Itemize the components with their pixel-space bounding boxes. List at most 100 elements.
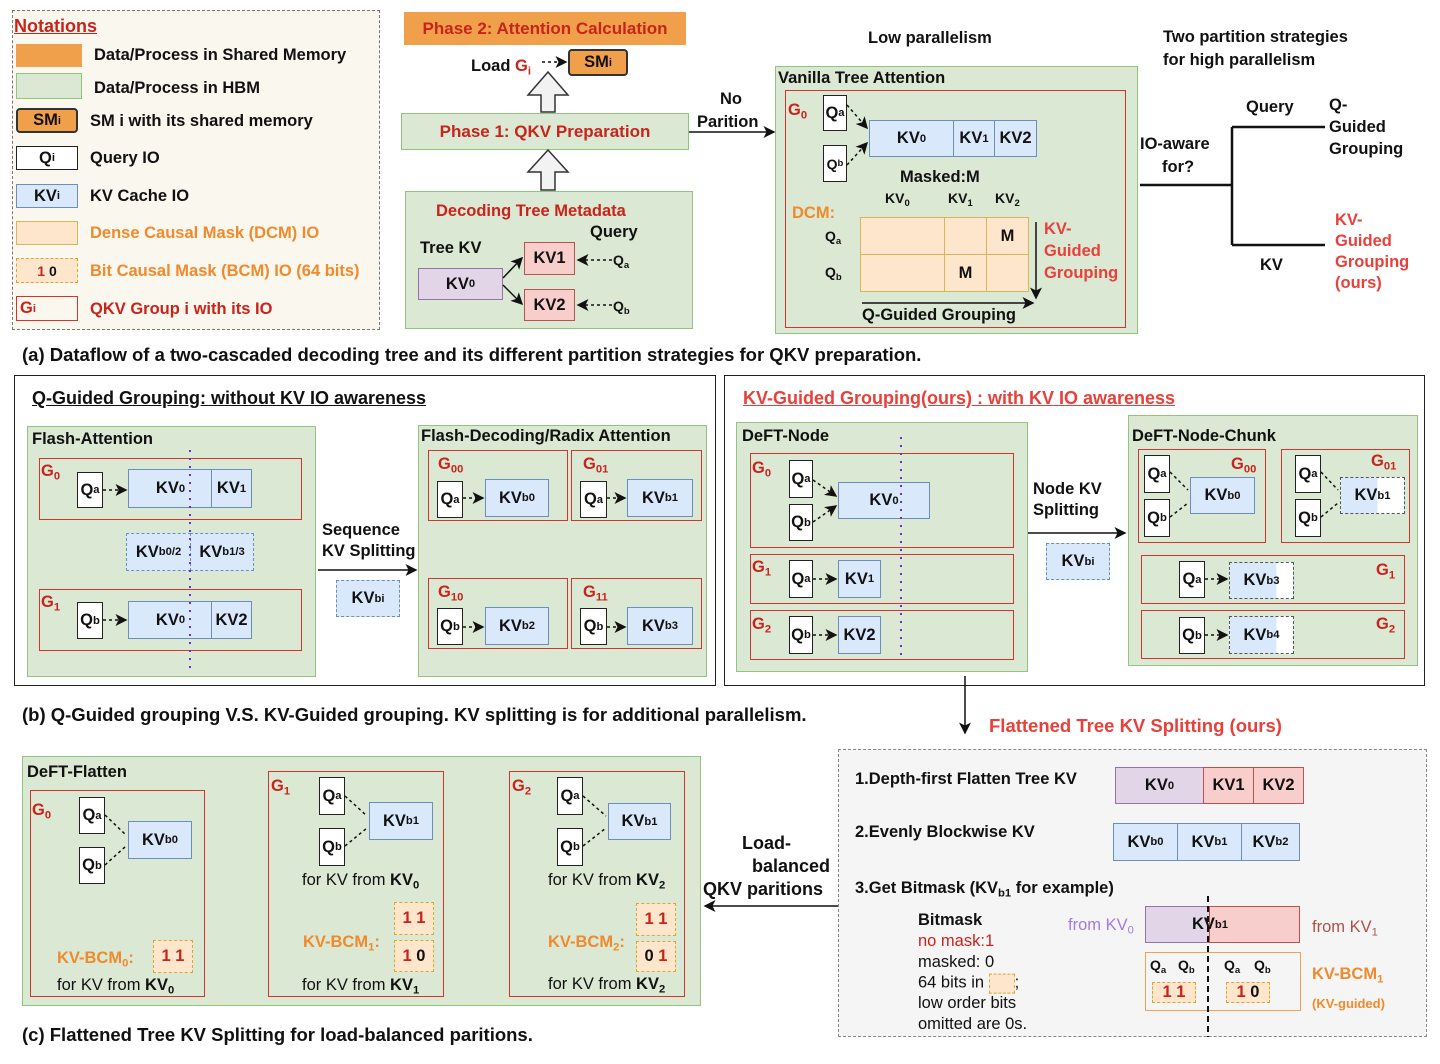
dcm-label: DCM:	[792, 204, 836, 222]
kv0-box: KV 0	[128, 601, 213, 639]
group-g1	[750, 554, 1014, 604]
flash-decoding-title: Flash-Decoding/Radix Attention	[421, 427, 671, 445]
load-label: Load Gi	[471, 56, 531, 77]
kv0-node: KV 0	[418, 268, 503, 300]
legend-dcm: Dense Causal Mask (DCM) IO	[90, 224, 320, 242]
legend-bcm: Bit Causal Mask (BCM) IO (64 bits)	[90, 262, 360, 280]
shared-memory-swatch	[16, 44, 82, 67]
kv1-box: KV 1	[953, 120, 995, 157]
kvb0-box: KV b0	[485, 479, 549, 517]
kv-guided-strategy: KV-	[1335, 211, 1363, 229]
splitting-label: Splitting	[1033, 501, 1099, 519]
bcm-bits: 0 1	[636, 941, 676, 972]
kvb1-box: KV b1	[627, 479, 693, 517]
kvb1-box: KV b1	[608, 803, 671, 840]
bcm-bits: 1 0	[1226, 982, 1270, 1003]
step3-label: 3.Get Bitmask (KVb1 for example)	[855, 879, 1114, 900]
kvb4-partial-box: KV b4	[1229, 616, 1294, 654]
kv1-flat: KV1	[1203, 767, 1254, 804]
kv2-flat: KV2	[1253, 767, 1304, 804]
group-g2	[1141, 610, 1405, 659]
kvb2-box: KV b2	[485, 607, 549, 645]
source-kv: KV2	[636, 975, 666, 996]
kvb0-box: KV b0	[1190, 477, 1255, 514]
kv-block-legend: KV bi	[336, 580, 400, 617]
kv-guided-strategy: Grouping	[1335, 253, 1410, 271]
for-kv-from: for KV from KV0	[57, 975, 174, 996]
g1-label: G1	[271, 777, 291, 798]
low-parallelism-label: Low parallelism	[868, 29, 992, 47]
kv-swatch: KV i	[16, 184, 78, 208]
bcm-bits: 1 1	[153, 940, 193, 973]
group-g1	[39, 589, 302, 651]
split-block: KV b1/3	[190, 533, 254, 571]
flattened-title: Flattened Tree KV Splitting (ours)	[989, 715, 1282, 736]
g1-label: G1	[1376, 561, 1396, 582]
bcm-bits: 1 0	[394, 940, 434, 972]
from-kv0-label: from KV0	[1068, 916, 1134, 937]
sm-box: SM i	[568, 49, 628, 76]
kv-guided-strategy: (ours)	[1335, 274, 1382, 292]
bcm-qb: Qb	[1178, 957, 1195, 976]
dcm-row-qa: Qa	[825, 228, 842, 247]
load-text: Load	[471, 57, 511, 75]
phase2-box: Phase 2: Attention Calculation	[404, 12, 686, 45]
q-guided-panel	[14, 375, 716, 686]
kv2-box: KV2	[211, 601, 252, 639]
kv-guided-title: KV-Guided Grouping(ours) : with KV IO aw…	[743, 388, 1176, 408]
node-kv-label: Node KV	[1033, 480, 1102, 498]
io-aware-for-label: for?	[1162, 158, 1195, 176]
legend-shared-memory: Data/Process in Shared Memory	[94, 46, 347, 64]
legend-group: QKV Group i with its IO	[90, 300, 273, 318]
for-kv-from: for KV from KV0	[302, 870, 419, 891]
dcm-cell	[860, 254, 945, 292]
low-order-label: low order bits	[918, 994, 1017, 1012]
g0-label: G0	[41, 462, 61, 483]
bits-in-label: 64 bits in ;	[918, 973, 1019, 994]
masked-label: masked: 0	[918, 953, 995, 971]
kvb2-block: KV b2	[1241, 823, 1300, 861]
kv0-box: KV 0	[128, 469, 213, 508]
g1-label: G1	[752, 558, 772, 579]
legend-hbm: Data/Process in HBM	[94, 79, 260, 97]
g01-label: G01	[583, 455, 609, 476]
g1-label: G1	[41, 593, 61, 614]
group-g0	[30, 790, 205, 997]
bcm-qa: Qa	[1224, 957, 1241, 976]
bcm-swatch: 1 0	[16, 258, 78, 283]
g0-label: G0	[788, 101, 808, 122]
bcm-bits: 1 1	[394, 902, 434, 935]
kvb0-block: KV b0	[1113, 823, 1178, 861]
caption-a: (a) Dataflow of a two-cascaded decoding …	[22, 344, 922, 365]
for-kv-text: for KV from	[302, 871, 386, 889]
kv-splitting-label: KV Splitting	[322, 542, 416, 560]
kv-guided-label: Guided	[1044, 242, 1101, 260]
query-a: Qa	[613, 252, 630, 271]
kv1-box: KV 1	[211, 469, 252, 508]
group-g0	[750, 453, 1014, 548]
strategies-title: Two partition strategies	[1163, 28, 1348, 46]
bcm-qb: Qb	[1254, 957, 1271, 976]
kv-guided-strategy: Guided	[1335, 232, 1392, 250]
for-kv-text: for KV from	[548, 975, 632, 993]
for-kv-from: for KV from KV2	[548, 870, 665, 891]
bcm-qa: Qa	[1150, 957, 1167, 976]
load-balanced-label: balanced	[752, 856, 831, 876]
kv0-flat: KV 0	[1115, 767, 1204, 804]
g00-label: G00	[1231, 455, 1257, 476]
for-kv-text: for KV from	[548, 871, 632, 889]
query-label: Query	[590, 223, 638, 241]
kv0-box: KV 0	[838, 482, 930, 519]
